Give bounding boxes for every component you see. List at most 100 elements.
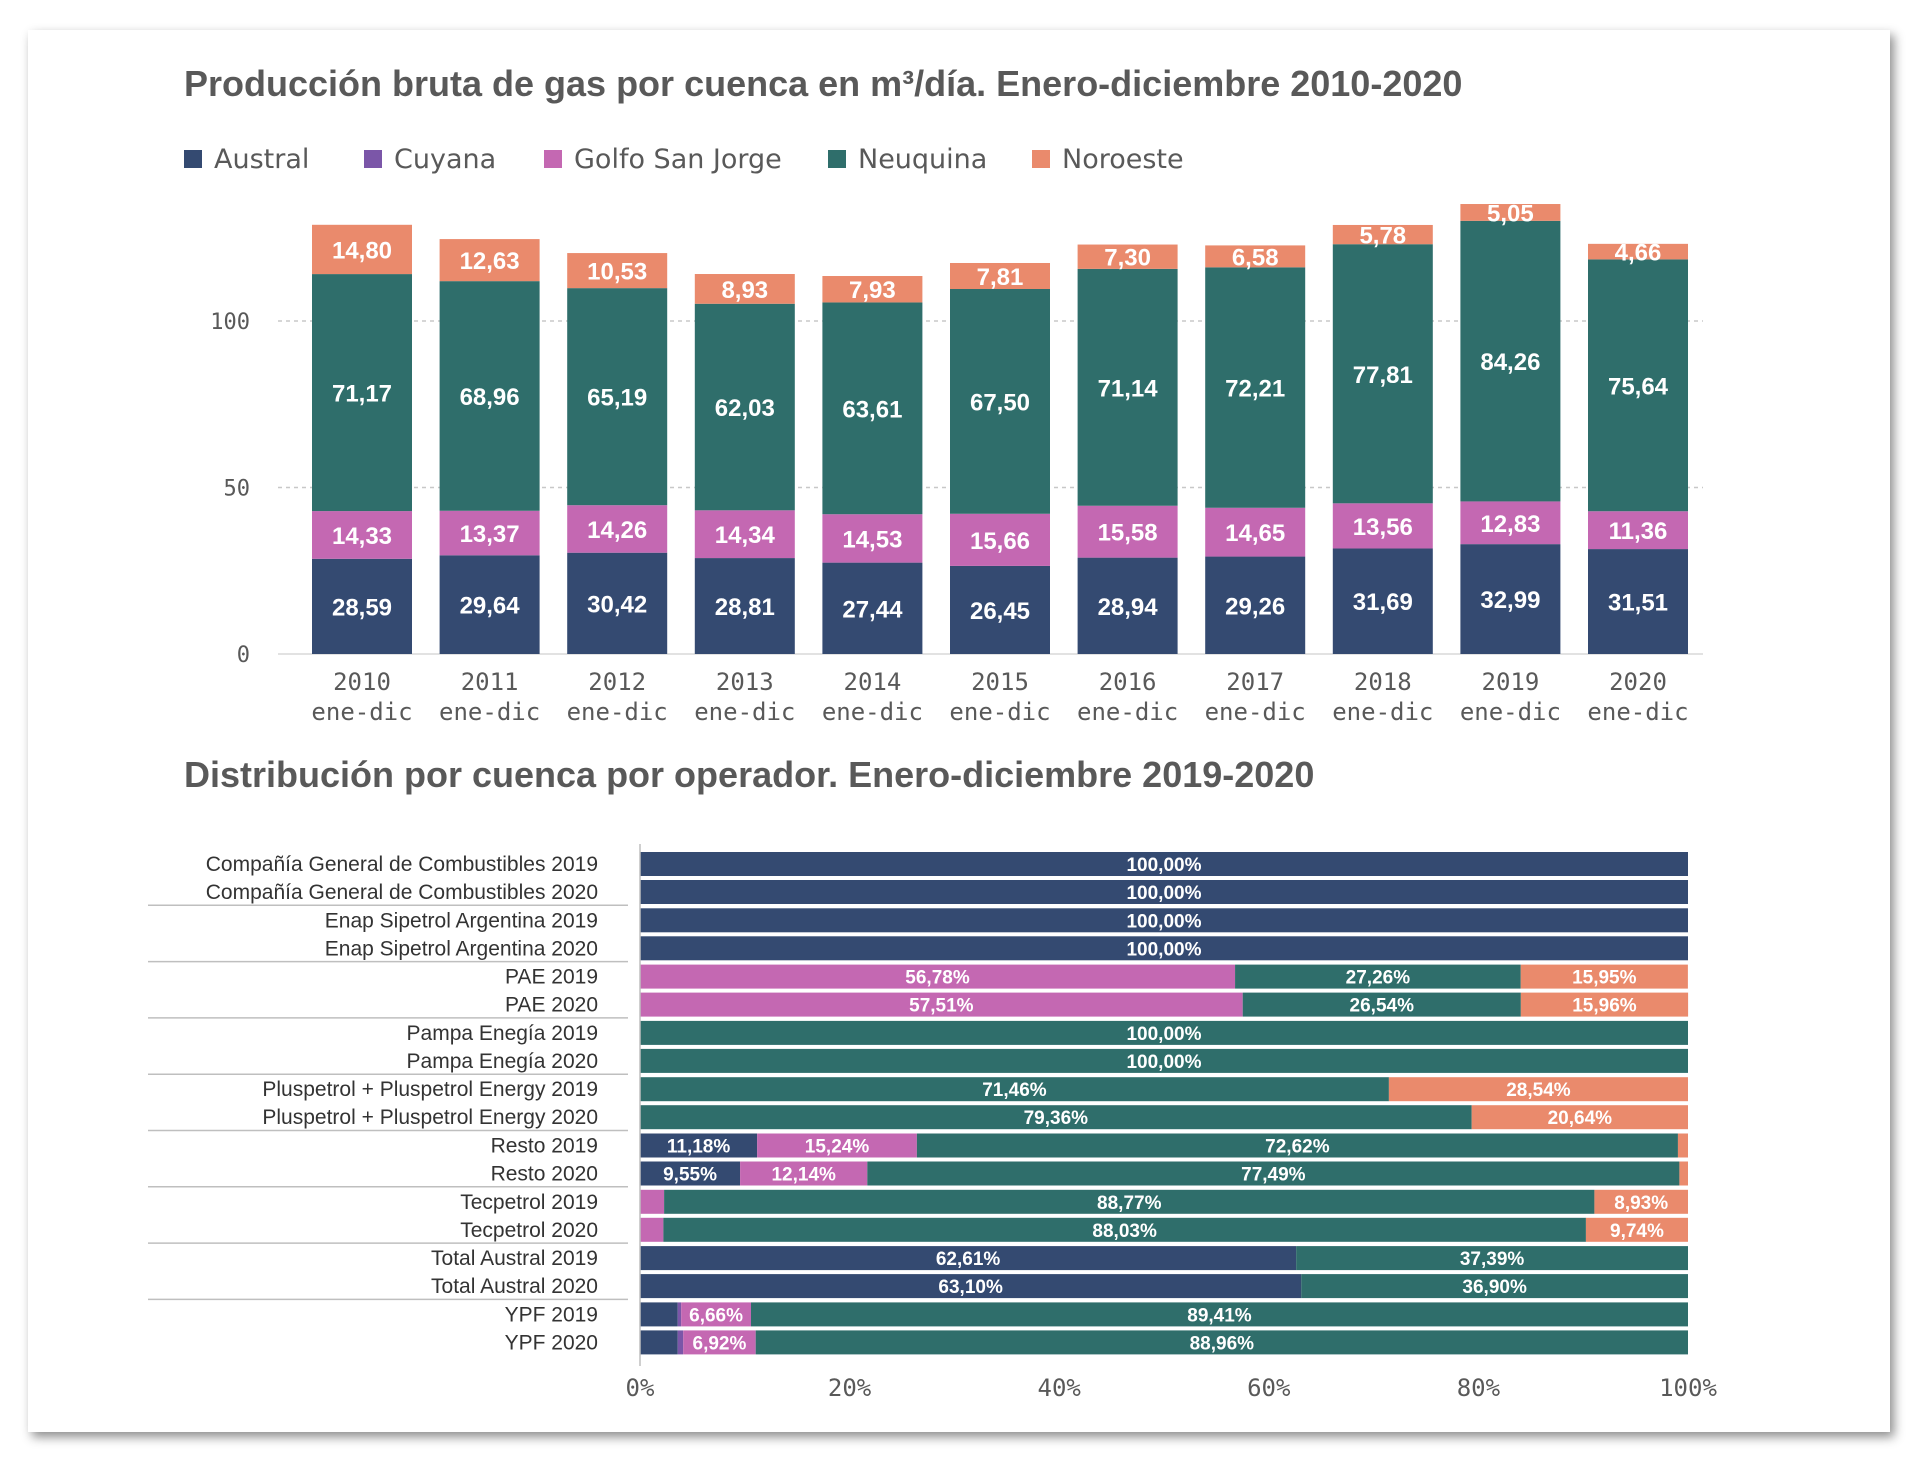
- legend-swatch-noroeste: [1032, 150, 1050, 168]
- data-label-noroeste-2014: 7,93: [849, 277, 896, 304]
- bar-austral-2011: [439, 555, 540, 654]
- data-label-noroeste-2016: 7,30: [1104, 245, 1151, 272]
- bar-austral-2012: [567, 552, 668, 654]
- hbar-label-neuquina-resto-2019: 72,62%: [1265, 1137, 1330, 1158]
- bar-noroeste-2017: [1205, 245, 1306, 268]
- hbar-label-golfo-san-jorge-resto-2020: 12,14%: [771, 1165, 836, 1186]
- hbar-label-neuquina-ypf-2019: 89,41%: [1187, 1305, 1252, 1326]
- hbar-austral-resto-2019: [640, 1133, 758, 1158]
- operator-label: Total Austral 2020: [431, 1275, 598, 1298]
- legend-swatch-austral: [184, 150, 202, 168]
- bar-austral-2018: [1332, 548, 1433, 654]
- operator-label: Pampa Enegía 2020: [407, 1050, 598, 1073]
- hbar-label-golfo-san-jorge-ypf-2020: 6,92%: [693, 1333, 747, 1354]
- operator-label: Compañía General de Combustibles 2019: [206, 853, 598, 876]
- bar-noroeste-2015: [950, 262, 1050, 289]
- x-tick-year-2013: 2013: [716, 668, 774, 696]
- hbar-label-golfo-san-jorge-pae-2020: 57,51%: [909, 996, 974, 1017]
- bar-neuquina-2014: [822, 302, 923, 515]
- bar-golfo-san-jorge-2011: [439, 510, 540, 556]
- hbar-noroeste-tecpetrol-2019: [1594, 1189, 1688, 1214]
- hbar-label-golfo-san-jorge-resto-2019: 15,24%: [805, 1137, 870, 1158]
- legend-label-cuyana: Cuyana: [394, 144, 496, 175]
- data-label-austral-2014: 27,44: [842, 596, 903, 623]
- hbar-noroeste-pluspetrol-pluspetrol-energy-2020: [1471, 1105, 1688, 1130]
- bar-noroeste-2019: [1460, 204, 1561, 221]
- hbar-neuquina-pluspetrol-pluspetrol-energy-2020: [640, 1105, 1472, 1130]
- hbar-noroeste-pluspetrol-pluspetrol-energy-2019: [1388, 1077, 1688, 1102]
- hbar-golfo-san-jorge-tecpetrol-2020: [640, 1217, 664, 1242]
- bar-noroeste-2013: [694, 274, 795, 304]
- bottom-chart-title: Distribución por cuenca por operador. En…: [184, 754, 1314, 795]
- hbar-label-noroeste-pae-2019: 15,95%: [1572, 968, 1637, 989]
- hbar-neuquina-resto-2019: [916, 1133, 1678, 1158]
- data-label-golfo-san-jorge-2020: 11,36: [1609, 518, 1668, 545]
- x-tick-60: 60%: [1247, 1374, 1291, 1402]
- hbar-label-neuquina-pluspetrol-pluspetrol-energy-2019: 71,46%: [982, 1080, 1047, 1101]
- data-label-noroeste-2013: 8,93: [721, 277, 768, 304]
- hbar-golfo-san-jorge-resto-2019: [757, 1133, 917, 1158]
- bar-noroeste-2020: [1588, 243, 1688, 260]
- data-label-austral-2015: 26,45: [970, 598, 1030, 625]
- bar-noroeste-2010: [312, 224, 412, 275]
- bar-austral-2015: [950, 565, 1050, 654]
- hbar-austral-resto-2020: [640, 1161, 741, 1186]
- data-label-neuquina-2015: 67,50: [970, 389, 1030, 416]
- hbar-austral-ypf-2020: [640, 1330, 678, 1355]
- data-label-golfo-san-jorge-2018: 13,56: [1353, 514, 1413, 541]
- data-label-noroeste-2019: 5,05: [1487, 200, 1534, 227]
- data-label-noroeste-2010: 14,80: [332, 237, 392, 264]
- hbar-label-austral-resto-2019: 11,18%: [667, 1137, 730, 1158]
- bar-austral-2017: [1205, 556, 1306, 654]
- hbar-austral-enap-sipetrol-argentina-2019: [640, 908, 1688, 933]
- operator-label: PAE 2020: [505, 994, 598, 1017]
- data-label-neuquina-2017: 72,21: [1225, 376, 1285, 403]
- hbar-label-neuquina-resto-2020: 77,49%: [1241, 1165, 1306, 1186]
- hbar-label-neuquina-tecpetrol-2019: 88,77%: [1097, 1193, 1162, 1214]
- bar-neuquina-2017: [1205, 267, 1306, 508]
- hbar-label-austral-enap-sipetrol-argentina-2019: 100,00%: [1126, 911, 1201, 932]
- operator-label: Resto 2019: [491, 1135, 598, 1158]
- legend-swatch-neuquina: [828, 150, 846, 168]
- hbar-austral-total-austral-2019: [640, 1246, 1297, 1271]
- bottom-stacked-hbar-chart: Compañía General de Combustibles 2019 100…: [148, 844, 1717, 1402]
- bar-austral-2016: [1077, 557, 1178, 654]
- x-tick-period-2016: ene-dic: [1077, 698, 1178, 726]
- legend-label-neuquina: Neuquina: [858, 144, 987, 175]
- hbar-golfo-san-jorge-ypf-2020: [683, 1330, 756, 1355]
- data-label-austral-2017: 29,26: [1225, 593, 1285, 620]
- bar-golfo-san-jorge-2014: [822, 514, 923, 563]
- operator-label: Enap Sipetrol Argentina 2019: [325, 909, 598, 932]
- chart-canvas: Producción bruta de gas por cuenca en m³…: [148, 63, 1717, 1402]
- hbar-label-noroeste-pae-2020: 15,96%: [1572, 996, 1637, 1017]
- hbar-austral-enap-sipetrol-argentina-2020: [640, 936, 1688, 961]
- data-label-golfo-san-jorge-2011: 13,37: [460, 521, 520, 548]
- bar-neuquina-2012: [567, 288, 668, 506]
- hbar-neuquina-ypf-2019: [750, 1302, 1688, 1327]
- hbar-label-neuquina-ypf-2020: 88,96%: [1190, 1333, 1255, 1354]
- operator-label: Enap Sipetrol Argentina 2020: [325, 937, 598, 960]
- x-tick-40: 40%: [1038, 1374, 1082, 1402]
- hbar-neuquina-pae-2020: [1242, 992, 1521, 1017]
- hbar-neuquina-pampa-enegia-2020: [640, 1048, 1688, 1073]
- hbar-neuquina-pae-2019: [1235, 964, 1521, 989]
- operator-label: Tecpetrol 2020: [460, 1219, 598, 1242]
- x-tick-20: 20%: [828, 1374, 872, 1402]
- bar-austral-2013: [694, 558, 795, 654]
- x-tick-period-2017: ene-dic: [1205, 698, 1306, 726]
- hbar-neuquina-tecpetrol-2020: [663, 1217, 1586, 1242]
- x-tick-year-2017: 2017: [1226, 668, 1284, 696]
- hbar-neuquina-pluspetrol-pluspetrol-energy-2019: [640, 1077, 1389, 1102]
- hbar-label-neuquina-pae-2020: 26,54%: [1350, 996, 1415, 1017]
- bar-golfo-san-jorge-2018: [1332, 503, 1433, 549]
- bar-neuquina-2016: [1077, 268, 1178, 506]
- operator-label: YPF 2019: [505, 1303, 598, 1326]
- bar-noroeste-2018: [1332, 224, 1433, 245]
- x-tick-year-2014: 2014: [844, 668, 902, 696]
- data-label-neuquina-2011: 68,96: [460, 384, 520, 411]
- bar-austral-2019: [1460, 544, 1561, 654]
- hbar-austral-compania-general-de-combustibles-2019: [640, 852, 1688, 876]
- legend-swatch-golfo-san-jorge: [544, 150, 562, 168]
- hbar-noroeste-pae-2020: [1520, 992, 1689, 1017]
- operator-label: Pampa Enegía 2019: [407, 1022, 598, 1045]
